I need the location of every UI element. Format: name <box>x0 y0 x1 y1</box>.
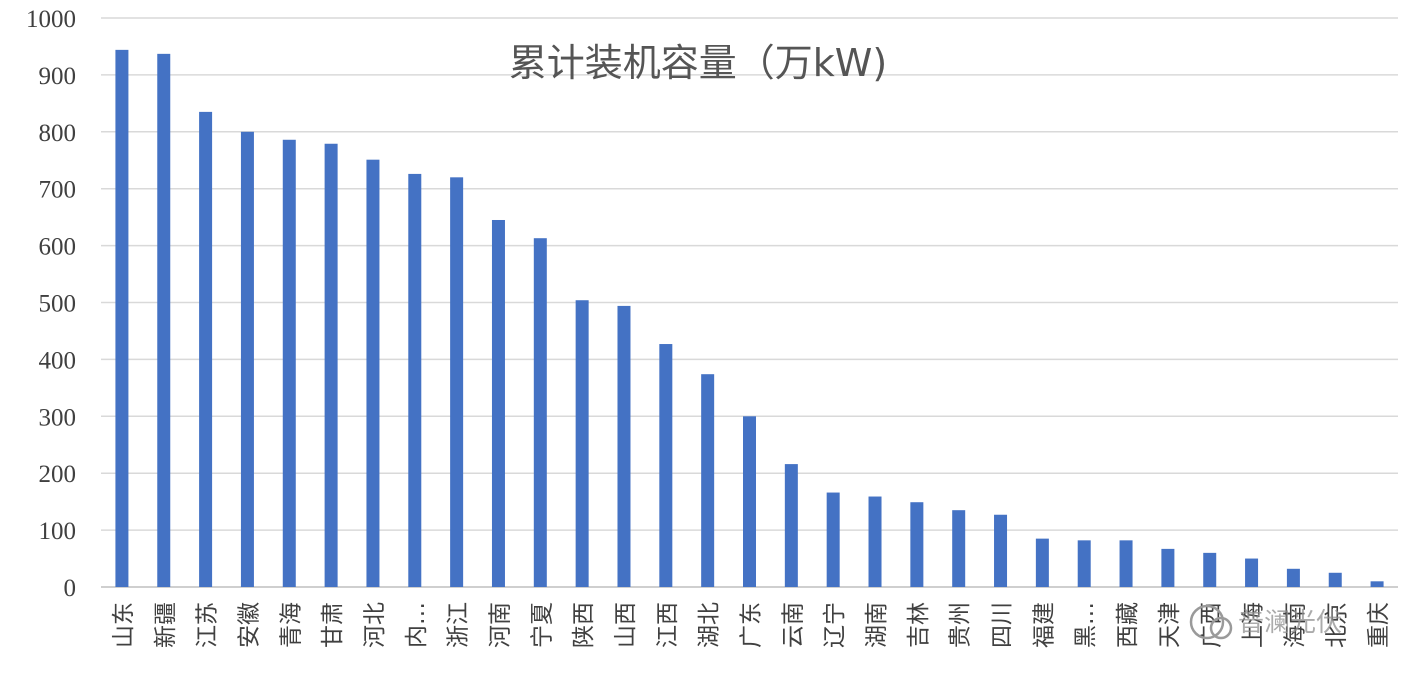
y-axis-ticks: 0 100 200 300 400 500 600 700 800 900 1000 <box>26 6 76 602</box>
bar-25 <box>1161 548 1175 587</box>
x-tick-label: 吉林 <box>906 602 932 648</box>
bar-30 <box>1370 581 1384 587</box>
gridlines <box>101 17 1398 588</box>
y-tick-label: 0 <box>64 575 77 602</box>
chat-bubble-icon-small <box>1209 616 1233 640</box>
x-tick-label: 黑… <box>1073 602 1099 648</box>
x-tick-label: 甘肃 <box>320 602 346 648</box>
bar-9 <box>491 219 505 587</box>
bar-10 <box>533 238 547 587</box>
bar-19 <box>910 502 924 587</box>
bar-15 <box>743 416 756 587</box>
chart-title: 累计装机容量（万kW) <box>509 41 887 85</box>
y-tick-label: 300 <box>39 404 77 431</box>
y-tick-label: 900 <box>39 63 77 90</box>
bar-24 <box>1119 540 1133 587</box>
bar-3 <box>240 131 254 588</box>
x-tick-label: 上海 <box>1241 602 1267 648</box>
x-tick-label: 湖南 <box>864 602 890 648</box>
x-tick-label: 青海 <box>278 602 304 648</box>
bar-18 <box>868 496 882 587</box>
bar-27 <box>1245 558 1259 587</box>
x-tick-label: 贵州 <box>948 602 974 648</box>
bar-2 <box>199 111 213 587</box>
x-tick-label: 浙江 <box>446 602 472 648</box>
bars <box>115 49 1384 588</box>
bar-14 <box>701 374 715 587</box>
bar-20 <box>952 510 966 587</box>
bar-21 <box>994 514 1008 587</box>
bar-26 <box>1203 552 1217 587</box>
y-tick-label: 1000 <box>26 6 76 33</box>
x-tick-label: 宁夏 <box>529 602 555 648</box>
bar-0 <box>115 49 129 587</box>
x-tick-label: 山西 <box>613 602 639 648</box>
x-tick-label: 河北 <box>362 602 388 648</box>
bar-1 <box>157 53 171 588</box>
x-tick-label: 四川 <box>990 602 1016 648</box>
x-tick-label: 新疆 <box>153 602 179 648</box>
y-tick-label: 600 <box>39 234 77 261</box>
x-tick-label: 辽宁 <box>822 602 848 648</box>
x-tick-label: 重庆 <box>1366 602 1392 648</box>
watermark-text: 普澜光伏 <box>1238 608 1342 638</box>
bar-22 <box>1035 538 1049 587</box>
y-tick-label: 100 <box>39 518 77 545</box>
y-tick-label: 200 <box>39 461 77 488</box>
bar-11 <box>575 300 589 587</box>
x-tick-label: 北京 <box>1324 602 1350 648</box>
x-tick-label: 湖北 <box>697 602 723 648</box>
bar-5 <box>324 143 338 587</box>
y-tick-label: 800 <box>39 120 77 147</box>
x-tick-label: 天津 <box>1157 602 1183 648</box>
bar-29 <box>1328 572 1342 587</box>
x-tick-label: 江西 <box>655 602 681 648</box>
x-tick-label: 西藏 <box>1115 602 1141 648</box>
bar-6 <box>366 159 380 587</box>
x-tick-label: 河南 <box>487 602 513 648</box>
x-tick-label: 安徽 <box>236 602 262 648</box>
bar-17 <box>826 492 840 587</box>
x-tick-label: 海南 <box>1282 602 1308 648</box>
x-tick-label: 云南 <box>780 602 806 648</box>
y-tick-label: 400 <box>39 347 77 374</box>
x-tick-label: 福建 <box>1031 602 1057 648</box>
bar-12 <box>617 305 631 587</box>
x-tick-label: 江苏 <box>195 602 221 648</box>
x-tick-label: 内… <box>404 602 430 648</box>
y-tick-label: 500 <box>39 291 77 318</box>
bar-16 <box>784 464 798 587</box>
x-tick-label: 山东 <box>111 602 137 648</box>
x-tick-label: 陕西 <box>571 602 597 648</box>
bar-28 <box>1286 568 1300 587</box>
bar-8 <box>450 177 464 587</box>
bar-23 <box>1077 540 1091 587</box>
watermark: 普澜光伏 <box>1189 604 1342 640</box>
bar-4 <box>282 139 296 588</box>
x-tick-label: 广东 <box>739 602 765 648</box>
x-axis-ticks: 山东 新疆 江苏 安徽 青海 甘肃 河北 内… 浙江 河南 宁夏 陕西 山西 江西 湖北 广东 云南 辽宁 湖南 吉林… <box>111 602 1392 648</box>
y-tick-label: 700 <box>39 177 77 204</box>
bar-13 <box>659 344 673 587</box>
chat-bubble-icon <box>1189 604 1225 640</box>
bar-7 <box>408 173 422 587</box>
